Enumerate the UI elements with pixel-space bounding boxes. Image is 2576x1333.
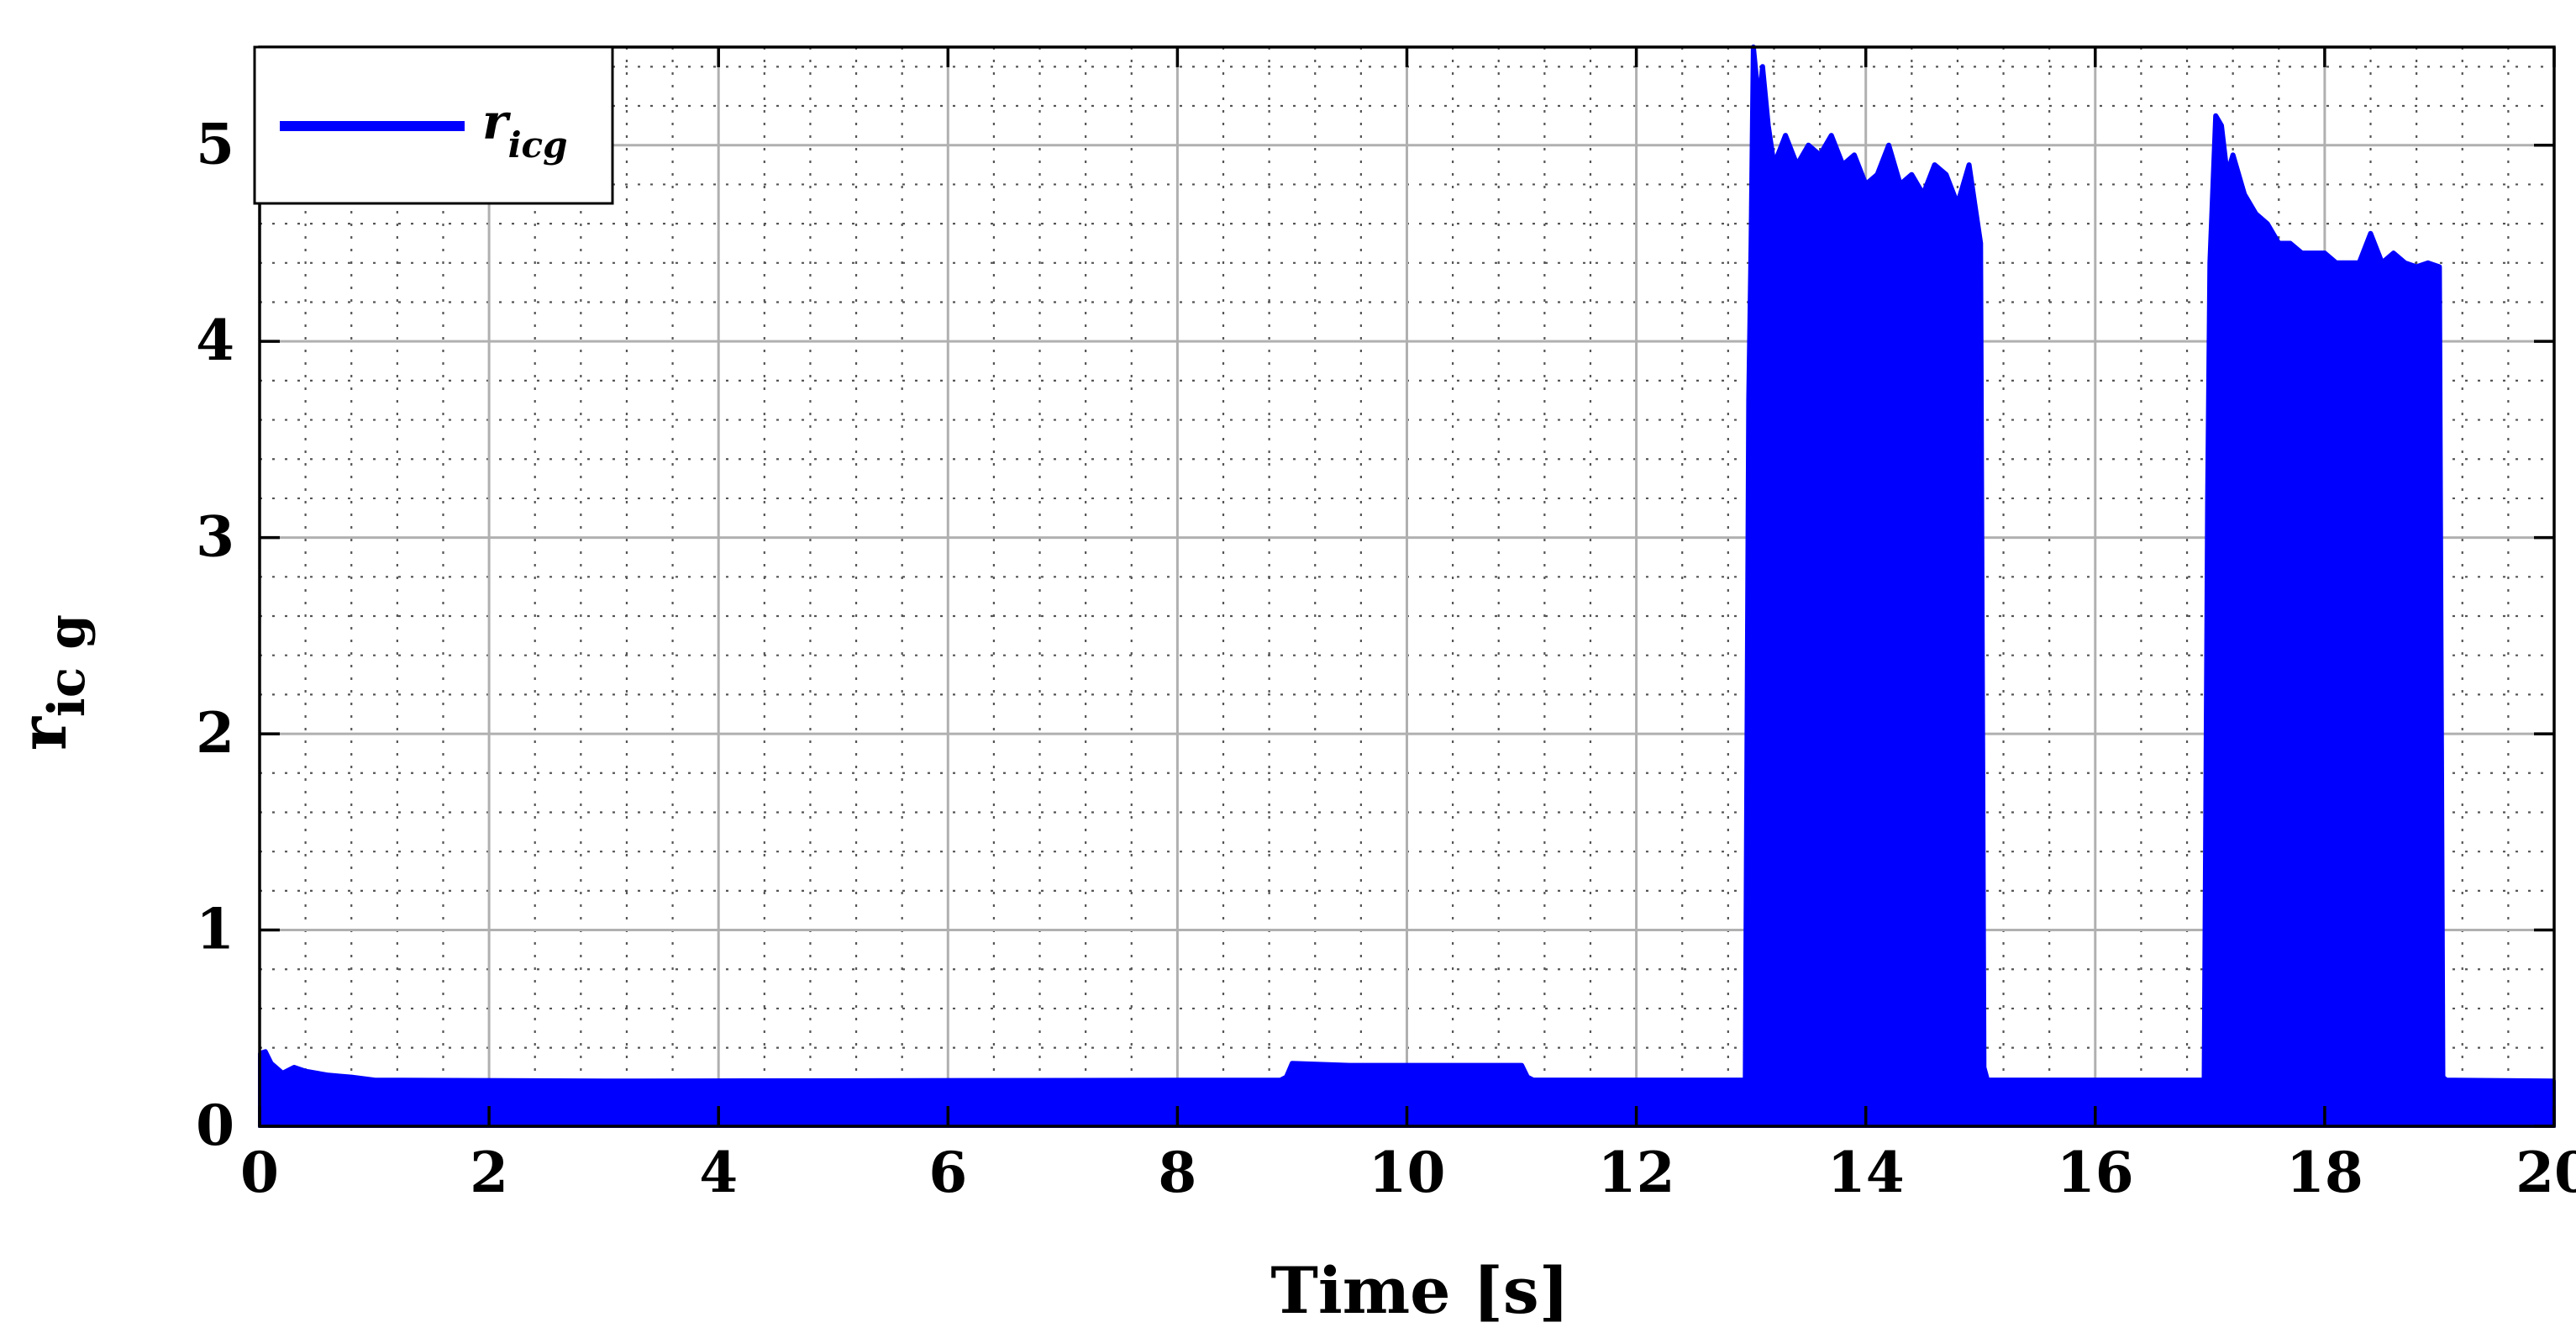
x-tick-label: 18 [2286, 1140, 2363, 1205]
y-axis-label-sub: ic g [38, 614, 97, 717]
y-tick-label: 1 [196, 897, 234, 962]
y-tick-label: 5 [196, 112, 234, 177]
x-tick-label: 12 [1598, 1140, 1675, 1205]
series-envelope-line [259, 45, 2555, 1084]
x-tick-label: 10 [1369, 1140, 1446, 1205]
x-axis-label: Time [s] [1270, 1253, 1569, 1328]
x-tick-label: 0 [240, 1140, 279, 1205]
svg-text:ricg: ricg [482, 93, 567, 166]
y-tick-label: 0 [196, 1093, 234, 1158]
legend: ricg [253, 45, 614, 205]
y-tick-labels: 0 1 2 3 4 5 [196, 112, 234, 1158]
x-tick-label: 8 [1158, 1140, 1196, 1205]
x-tick-label: 4 [699, 1140, 738, 1205]
x-tick-label: 20 [2516, 1140, 2576, 1205]
x-tick-label: 14 [1827, 1140, 1905, 1205]
y-axis-label: ric g [6, 614, 97, 751]
x-tick-label: 6 [928, 1140, 967, 1205]
legend-label-sub: icg [508, 124, 568, 166]
y-axis-label-main: r [6, 716, 81, 751]
series-layer [258, 45, 2556, 1128]
y-tick-label: 4 [196, 308, 234, 373]
x-tick-label: 16 [2057, 1140, 2134, 1205]
x-tick-labels: 0 2 4 6 8 10 12 14 16 18 20 [240, 1140, 2576, 1205]
x-tick-label: 2 [470, 1140, 508, 1205]
y-tick-label: 2 [196, 700, 234, 766]
y-tick-label: 3 [196, 504, 234, 570]
tick-marks [258, 47, 2556, 1128]
legend-label-main: r [482, 93, 512, 150]
svg-text:ric g: ric g [6, 614, 97, 751]
